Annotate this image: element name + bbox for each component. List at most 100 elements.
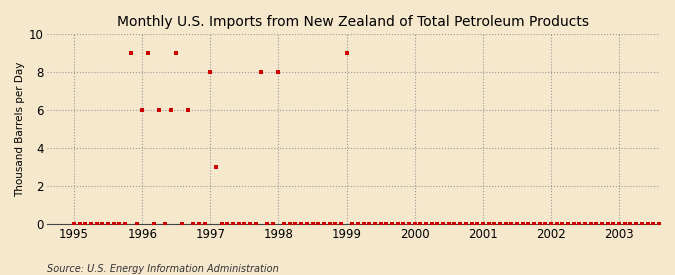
Point — [574, 221, 585, 226]
Point — [653, 221, 664, 226]
Point — [563, 221, 574, 226]
Point — [529, 221, 539, 226]
Point — [614, 221, 624, 226]
Point — [324, 221, 335, 226]
Point — [97, 221, 108, 226]
Point — [273, 70, 284, 74]
Point — [194, 221, 205, 226]
Point — [199, 221, 210, 226]
Point — [489, 221, 500, 226]
Point — [585, 221, 596, 226]
Point — [114, 221, 125, 226]
Point — [517, 221, 528, 226]
Point — [387, 221, 398, 226]
Point — [182, 108, 193, 112]
Point — [620, 221, 630, 226]
Point — [335, 221, 346, 226]
Point — [364, 221, 375, 226]
Point — [506, 221, 516, 226]
Point — [551, 221, 562, 226]
Point — [74, 221, 85, 226]
Point — [415, 221, 426, 226]
Point — [392, 221, 403, 226]
Point — [540, 221, 551, 226]
Point — [449, 221, 460, 226]
Point — [159, 221, 170, 226]
Point — [109, 221, 119, 226]
Point — [126, 51, 136, 56]
Point — [460, 221, 471, 226]
Point — [642, 221, 653, 226]
Point — [483, 221, 494, 226]
Point — [670, 221, 675, 226]
Point — [284, 221, 295, 226]
Point — [608, 221, 619, 226]
Point — [358, 221, 369, 226]
Point — [466, 221, 477, 226]
Point — [319, 221, 329, 226]
Point — [296, 221, 306, 226]
Point — [637, 221, 647, 226]
Point — [244, 221, 255, 226]
Point — [665, 221, 675, 226]
Point — [545, 221, 556, 226]
Point — [591, 221, 602, 226]
Point — [347, 221, 358, 226]
Point — [302, 221, 313, 226]
Point — [69, 221, 80, 226]
Point — [398, 221, 409, 226]
Point — [171, 51, 182, 56]
Point — [216, 221, 227, 226]
Point — [421, 221, 431, 226]
Point — [256, 70, 267, 74]
Point — [131, 221, 142, 226]
Point — [222, 221, 233, 226]
Point — [443, 221, 454, 226]
Point — [227, 221, 238, 226]
Point — [267, 221, 278, 226]
Point — [330, 221, 341, 226]
Point — [472, 221, 483, 226]
Point — [534, 221, 545, 226]
Point — [625, 221, 636, 226]
Point — [432, 221, 443, 226]
Point — [177, 221, 188, 226]
Point — [427, 221, 437, 226]
Point — [234, 221, 244, 226]
Point — [262, 221, 273, 226]
Point — [119, 221, 130, 226]
Point — [375, 221, 386, 226]
Point — [80, 221, 91, 226]
Point — [597, 221, 608, 226]
Point — [188, 221, 198, 226]
Point — [250, 221, 261, 226]
Point — [404, 221, 414, 226]
Text: Source: U.S. Energy Information Administration: Source: U.S. Energy Information Administ… — [47, 264, 279, 274]
Point — [341, 51, 352, 56]
Point — [205, 70, 216, 74]
Point — [409, 221, 420, 226]
Point — [512, 221, 522, 226]
Point — [313, 221, 323, 226]
Point — [568, 221, 579, 226]
Point — [630, 221, 641, 226]
Title: Monthly U.S. Imports from New Zealand of Total Petroleum Products: Monthly U.S. Imports from New Zealand of… — [117, 15, 589, 29]
Point — [86, 221, 97, 226]
Point — [352, 221, 363, 226]
Point — [103, 221, 113, 226]
Point — [137, 108, 148, 112]
Point — [602, 221, 613, 226]
Point — [495, 221, 506, 226]
Point — [91, 221, 102, 226]
Point — [580, 221, 591, 226]
Point — [648, 221, 659, 226]
Point — [455, 221, 466, 226]
Point — [370, 221, 381, 226]
Point — [523, 221, 534, 226]
Point — [477, 221, 488, 226]
Point — [211, 165, 221, 169]
Point — [307, 221, 318, 226]
Point — [165, 108, 176, 112]
Point — [239, 221, 250, 226]
Point — [500, 221, 511, 226]
